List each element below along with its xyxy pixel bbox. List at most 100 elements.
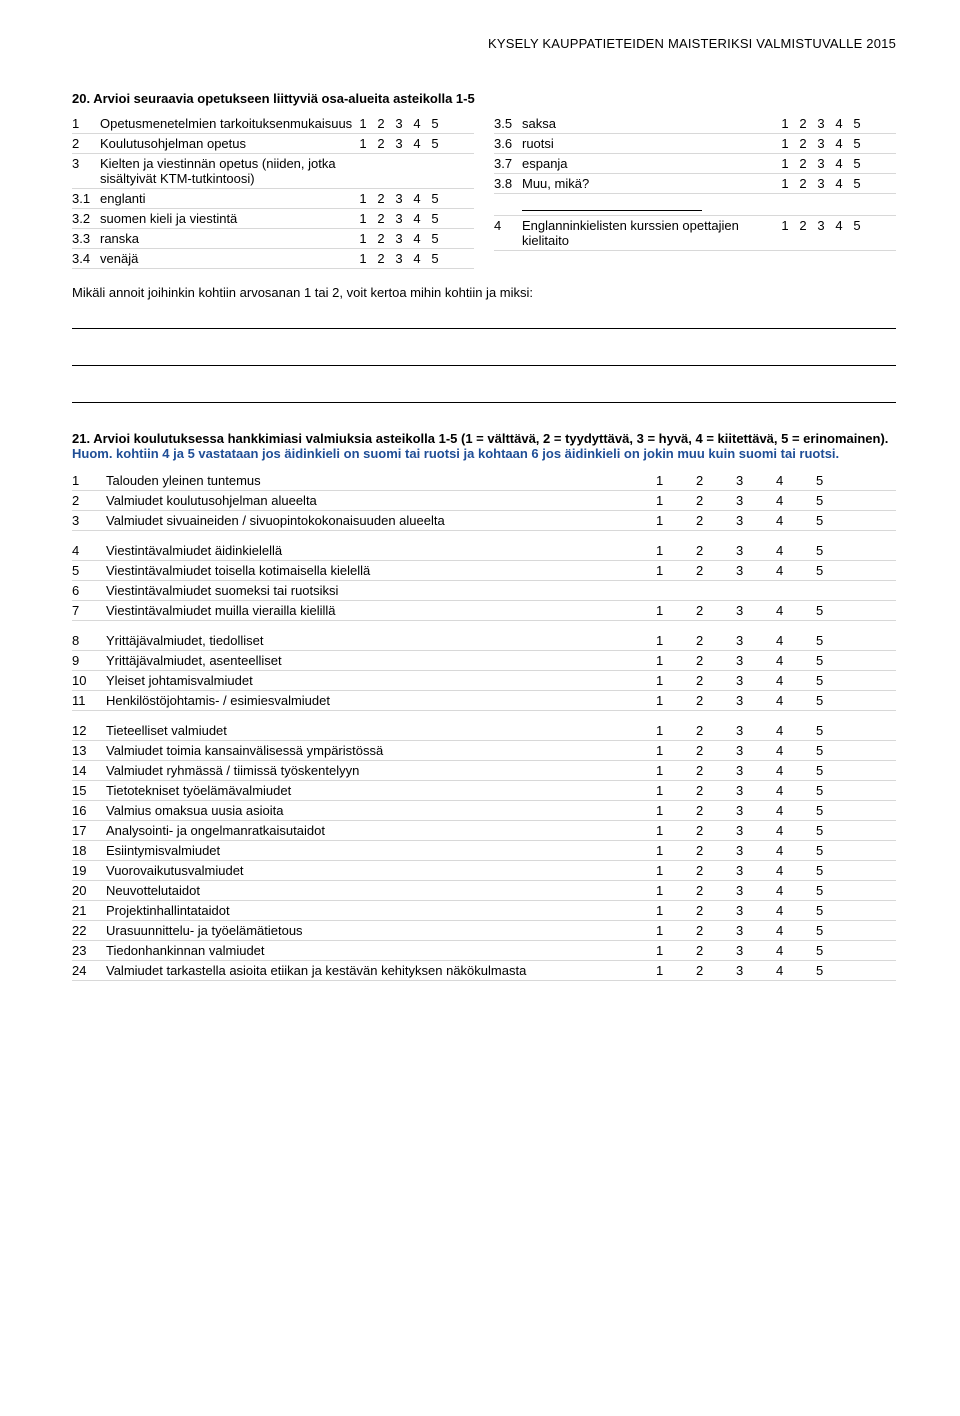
rating-option[interactable]: 5 [426, 136, 444, 151]
rating-option[interactable]: 4 [776, 763, 816, 778]
rating-option[interactable]: 5 [816, 563, 856, 578]
rating-option[interactable]: 2 [696, 693, 736, 708]
rating-option[interactable]: 5 [816, 863, 856, 878]
rating-option[interactable]: 5 [426, 231, 444, 246]
rating-option[interactable]: 5 [848, 136, 866, 151]
rating-option[interactable]: 1 [656, 513, 696, 528]
rating-option[interactable]: 1 [776, 176, 794, 191]
rating-option[interactable]: 1 [656, 633, 696, 648]
rating-option[interactable]: 5 [816, 943, 856, 958]
rating-scale[interactable]: 12345 [354, 114, 474, 134]
rating-option[interactable]: 1 [656, 903, 696, 918]
rating-option[interactable]: 2 [696, 473, 736, 488]
rating-option[interactable]: 4 [830, 136, 848, 151]
rating-option[interactable]: 3 [736, 783, 776, 798]
rating-option[interactable]: 4 [776, 803, 816, 818]
rating-option[interactable]: 3 [736, 633, 776, 648]
rating-option[interactable]: 5 [816, 473, 856, 488]
rating-option[interactable]: 4 [776, 903, 816, 918]
rating-option[interactable]: 1 [656, 923, 696, 938]
rating-option[interactable]: 3 [812, 136, 830, 151]
rating-option[interactable]: 5 [848, 218, 866, 233]
rating-scale[interactable]: 12345 [776, 174, 896, 194]
rating-option[interactable]: 3 [736, 693, 776, 708]
rating-scale[interactable]: 12345 [656, 761, 896, 781]
rating-option[interactable]: 2 [696, 673, 736, 688]
rating-option[interactable]: 1 [354, 116, 372, 131]
rating-option[interactable]: 2 [372, 251, 390, 266]
rating-option[interactable]: 4 [776, 963, 816, 978]
rating-scale[interactable]: 12345 [354, 229, 474, 249]
rating-scale[interactable]: 12345 [656, 741, 896, 761]
rating-option[interactable]: 3 [736, 723, 776, 738]
rating-option[interactable]: 4 [776, 513, 816, 528]
rating-option[interactable]: 2 [696, 903, 736, 918]
rating-option[interactable]: 3 [812, 176, 830, 191]
rating-option[interactable]: 5 [816, 783, 856, 798]
rating-option[interactable]: 5 [816, 823, 856, 838]
rating-option[interactable]: 1 [776, 136, 794, 151]
rating-scale[interactable]: 12345 [354, 249, 474, 269]
rating-option[interactable]: 1 [656, 823, 696, 838]
rating-option[interactable]: 3 [390, 136, 408, 151]
rating-option[interactable]: 5 [816, 903, 856, 918]
rating-option[interactable]: 2 [794, 136, 812, 151]
rating-option[interactable]: 3 [812, 116, 830, 131]
rating-option[interactable]: 2 [696, 603, 736, 618]
rating-option[interactable]: 1 [656, 653, 696, 668]
rating-option[interactable]: 1 [354, 231, 372, 246]
rating-option[interactable]: 2 [696, 723, 736, 738]
rating-option[interactable]: 2 [794, 156, 812, 171]
rating-option[interactable]: 3 [736, 653, 776, 668]
rating-option[interactable]: 5 [848, 176, 866, 191]
rating-option[interactable]: 1 [656, 493, 696, 508]
rating-scale[interactable]: 12345 [656, 651, 896, 671]
rating-option[interactable]: 3 [736, 513, 776, 528]
blank-line-2[interactable] [72, 345, 896, 366]
rating-option[interactable]: 5 [816, 883, 856, 898]
rating-scale[interactable] [656, 581, 896, 601]
rating-option[interactable]: 2 [794, 176, 812, 191]
rating-option[interactable]: 5 [816, 803, 856, 818]
rating-option[interactable]: 1 [776, 116, 794, 131]
rating-option[interactable]: 3 [736, 543, 776, 558]
rating-option[interactable]: 2 [794, 116, 812, 131]
rating-option[interactable]: 4 [776, 693, 816, 708]
rating-option[interactable]: 4 [408, 191, 426, 206]
rating-option[interactable]: 5 [816, 673, 856, 688]
rating-option[interactable]: 2 [696, 783, 736, 798]
rating-option[interactable]: 4 [776, 673, 816, 688]
rating-scale[interactable]: 12345 [656, 471, 896, 491]
rating-option[interactable]: 1 [656, 963, 696, 978]
rating-scale[interactable]: 12345 [656, 921, 896, 941]
rating-option[interactable]: 2 [372, 116, 390, 131]
rating-option[interactable]: 5 [816, 513, 856, 528]
rating-option[interactable]: 2 [696, 563, 736, 578]
rating-option[interactable]: 4 [408, 231, 426, 246]
rating-scale[interactable]: 12345 [656, 691, 896, 711]
rating-option[interactable]: 2 [696, 513, 736, 528]
rating-option[interactable]: 5 [848, 116, 866, 131]
rating-option[interactable]: 2 [372, 191, 390, 206]
rating-option[interactable]: 3 [812, 218, 830, 233]
rating-option[interactable]: 1 [776, 218, 794, 233]
rating-scale[interactable]: 12345 [656, 541, 896, 561]
rating-option[interactable]: 5 [816, 963, 856, 978]
rating-option[interactable]: 1 [656, 783, 696, 798]
rating-scale[interactable]: 12345 [776, 154, 896, 174]
rating-option[interactable]: 3 [736, 743, 776, 758]
rating-option[interactable]: 5 [816, 763, 856, 778]
rating-option[interactable]: 3 [390, 251, 408, 266]
rating-option[interactable]: 3 [736, 473, 776, 488]
rating-option[interactable]: 5 [816, 653, 856, 668]
rating-option[interactable]: 4 [830, 156, 848, 171]
rating-option[interactable]: 1 [656, 603, 696, 618]
rating-scale[interactable]: 12345 [776, 216, 896, 251]
rating-option[interactable]: 2 [696, 863, 736, 878]
rating-option[interactable]: 4 [830, 176, 848, 191]
rating-option[interactable]: 5 [426, 116, 444, 131]
rating-option[interactable]: 4 [776, 493, 816, 508]
rating-option[interactable]: 2 [696, 943, 736, 958]
rating-option[interactable]: 4 [776, 543, 816, 558]
rating-scale[interactable]: 12345 [354, 134, 474, 154]
